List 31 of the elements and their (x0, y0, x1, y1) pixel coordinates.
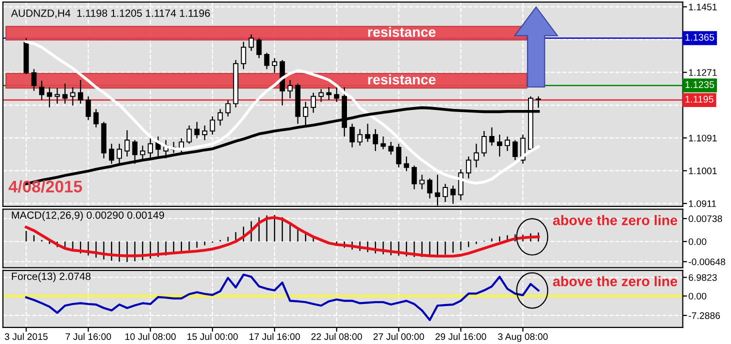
text: above the zero line (553, 276, 678, 286)
x-tick-label: 29 Jul 16:00 (436, 333, 486, 340)
y-tick-label: -7.2886 (688, 312, 720, 319)
y-tick-label: 1.1091 (689, 134, 717, 142)
band-label: resistance (368, 26, 436, 37)
ref-line-label: 1.1195 (686, 96, 714, 103)
chart-title: Force(13) 2.0748 (12, 272, 91, 282)
x-tick-label: 22 Jul 08:00 (311, 333, 362, 340)
x-tick-label: 3 Aug 08:00 (498, 333, 548, 342)
x-tick-label: 3 Jul 2015 (4, 333, 48, 340)
y-tick-label: -0.00648 (688, 258, 726, 266)
y-tick-label: 0.00738 (688, 215, 722, 222)
annotation: 4/08/2015 (8, 180, 82, 193)
x-tick-label: 15 Jul 00:00 (187, 333, 238, 340)
y-tick-label: 1.1451 (689, 4, 717, 10)
y-tick-label: 6.9823 (688, 274, 717, 281)
y-tick-label: 1.1001 (689, 168, 717, 174)
band-label: resistance (368, 74, 436, 84)
y-tick-label: 0.00 (688, 238, 706, 246)
ref-line-label: 1.1235 (686, 81, 714, 88)
text: AUDNZD,H4 1.1198 1.1205 1.1174 1.1196 (11, 9, 210, 18)
x-tick-label: 17 Jul 16:00 (250, 333, 300, 340)
chart-title: MACD(12,26,9) 0.00290 0.00149 (12, 211, 164, 221)
y-tick-label: 0.00 (688, 292, 706, 300)
y-tick-label: 1.1271 (689, 69, 717, 76)
x-tick-label: 10 Jul 08:00 (125, 333, 176, 340)
ref-line-label: 1.1365 (686, 34, 714, 41)
x-tick-label: 27 Jul 00:00 (373, 333, 424, 340)
y-tick-label: 1.0911 (689, 200, 716, 207)
text: above the zero line (553, 215, 678, 226)
x-tick-label: 7 Jul 16:00 (66, 333, 112, 340)
